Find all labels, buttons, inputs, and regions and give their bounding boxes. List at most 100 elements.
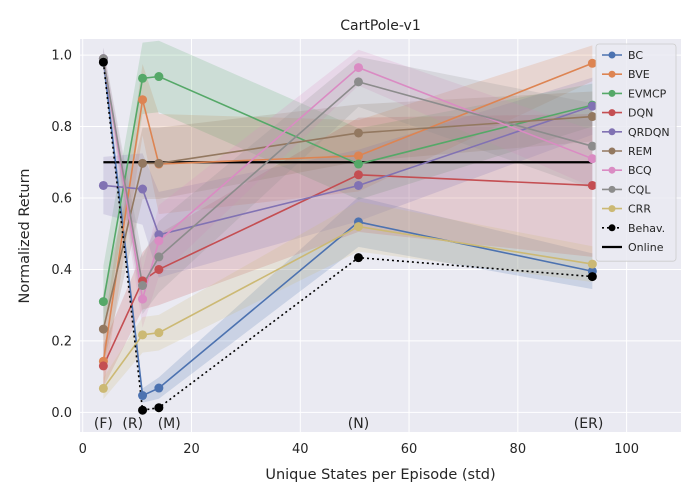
grid (80, 39, 681, 432)
point-behav (353, 253, 363, 263)
point-crr (98, 383, 108, 393)
region-label: (M) (158, 416, 181, 432)
point-evmcp (154, 72, 164, 82)
point-rem (353, 128, 363, 138)
point-qrdqn (587, 101, 597, 111)
x-tick-label: 60 (401, 442, 418, 457)
plot-area (80, 39, 681, 432)
legend-marker-behav (608, 224, 616, 232)
point-dqn (98, 361, 108, 371)
point-behav (154, 403, 164, 413)
band-bve (103, 45, 593, 390)
region-labels: (F) (R) (M) (N) (ER) (94, 416, 603, 432)
point-cql (587, 141, 597, 151)
point-dqn (353, 170, 363, 180)
point-evmcp (353, 159, 363, 169)
legend-marker-dqn (608, 109, 616, 117)
x-tick-label: 0 (79, 442, 87, 457)
legend-label-qrdqn: QRDQN (628, 126, 670, 139)
point-bve (587, 58, 597, 68)
y-tick-label: 0.2 (51, 334, 72, 349)
point-bcq (587, 154, 597, 164)
point-crr (587, 259, 597, 269)
x-tick-label: 20 (183, 442, 200, 457)
point-crr (353, 222, 363, 232)
band-bc (103, 47, 593, 403)
point-cql (138, 281, 148, 291)
confidence-bands (103, 40, 593, 403)
region-label: (N) (348, 416, 369, 432)
point-behav (138, 405, 148, 415)
y-tick-label: 0.0 (51, 406, 72, 421)
point-bcq (138, 294, 148, 304)
legend-label-behav: Behav. (628, 222, 665, 235)
legend-marker-rem (608, 147, 616, 155)
legend-marker-bcq (608, 166, 616, 174)
band-crr (103, 201, 593, 400)
legend-label-bcq: BCQ (628, 164, 652, 177)
point-qrdqn (98, 180, 108, 190)
point-bcq (353, 63, 363, 73)
region-label: (R) (122, 416, 143, 432)
legend-marker-cql (608, 185, 616, 193)
point-bcq (154, 236, 164, 246)
x-tick-label: 100 (614, 442, 639, 457)
legend-label-bc: BC (628, 49, 643, 62)
y-tick-labels: 0.0 0.2 0.4 0.6 0.8 1.0 (51, 49, 72, 421)
legend-marker-bc (608, 51, 616, 59)
band-cql (103, 47, 593, 315)
point-rem (587, 112, 597, 122)
y-tick-label: 0.4 (51, 263, 72, 278)
legend-label-online: Online (628, 241, 664, 254)
x-tick-labels: 0 20 40 60 80 100 (79, 442, 639, 457)
band-rem (103, 91, 593, 365)
point-behav (98, 57, 108, 67)
band-qrdqn (103, 77, 593, 278)
band-dqn (103, 114, 593, 388)
band-bcq (103, 47, 593, 328)
legend-marker-bve (608, 70, 616, 78)
y-tick-label: 0.6 (51, 191, 72, 206)
legend: BC BVE EVMCP DQN QRDQN REM BCQ CQL CRR Behav. Onli… (595, 43, 677, 262)
legend-label-crr: CRR (628, 203, 651, 216)
y-tick-label: 0.8 (51, 120, 72, 135)
x-tick-label: 40 (292, 442, 309, 457)
point-bc (154, 383, 164, 393)
point-cql (154, 252, 164, 262)
point-evmcp (138, 73, 148, 83)
chart-title: CartPole-v1 (340, 18, 420, 34)
y-axis-label: Normalized Return (17, 169, 33, 304)
legend-label-evmcp: EVMCP (628, 87, 667, 100)
point-evmcp (98, 297, 108, 307)
point-dqn (587, 180, 597, 190)
y-tick-label: 1.0 (51, 49, 72, 64)
series-points (98, 54, 597, 415)
legend-box (595, 43, 677, 262)
legend-label-dqn: DQN (628, 107, 653, 120)
point-cql (353, 77, 363, 87)
legend-marker-evmcp (608, 89, 616, 97)
point-bc (138, 391, 148, 401)
legend-label-bve: BVE (628, 68, 650, 81)
point-dqn (154, 264, 164, 274)
point-rem (138, 158, 148, 168)
point-qrdqn (138, 184, 148, 194)
x-axis-label: Unique States per Episode (std) (265, 467, 495, 483)
region-label: (F) (94, 416, 113, 432)
band-evmcp (103, 40, 593, 338)
point-rem (98, 324, 108, 334)
x-tick-label: 80 (510, 442, 527, 457)
point-bve (353, 151, 363, 161)
legend-label-rem: REM (628, 145, 652, 158)
legend-marker-crr (608, 205, 616, 213)
legend-label-cql: CQL (628, 183, 651, 196)
legend-marker-qrdqn (608, 128, 616, 136)
point-bve (138, 95, 148, 105)
point-rem (154, 158, 164, 168)
region-label: (ER) (574, 416, 604, 432)
point-crr (138, 330, 148, 340)
point-crr (154, 328, 164, 338)
point-behav (587, 272, 597, 282)
point-qrdqn (353, 180, 363, 190)
